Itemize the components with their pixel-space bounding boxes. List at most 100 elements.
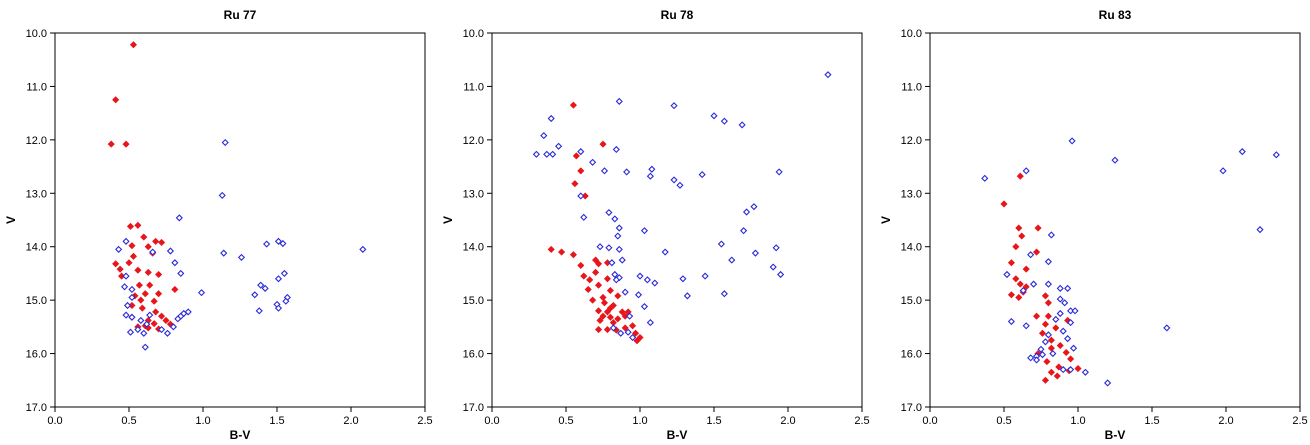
field-star-point [274, 237, 283, 245]
member-star-point [125, 259, 133, 267]
field-star-point [1256, 226, 1264, 234]
x-tick-label: 1.5 [706, 415, 721, 427]
field-star-point [1056, 284, 1064, 292]
field-star-point [623, 168, 631, 176]
member-star-point [144, 243, 152, 251]
field-star-point [1238, 148, 1246, 156]
field-star-point [577, 192, 585, 200]
field-star-point [1052, 315, 1060, 323]
field-star-point [279, 239, 287, 248]
x-tick-label: 2.0 [343, 415, 358, 427]
field-star-point [175, 214, 183, 222]
y-tick-label: 11.0 [901, 81, 922, 93]
field-star-point [555, 142, 563, 150]
y-tick-label: 10.0 [26, 28, 47, 40]
y-tick-label: 15.0 [901, 295, 922, 307]
field-star-point [1041, 338, 1050, 346]
member-star-point [596, 316, 604, 325]
member-star-point [129, 41, 138, 49]
field-star-point [640, 227, 649, 235]
member-star-point [1041, 376, 1050, 384]
member-star-point [1015, 293, 1023, 302]
member-star-point [128, 241, 136, 250]
member-star-point [1047, 368, 1056, 376]
x-tick-label: 2.0 [780, 415, 795, 427]
y-tick-label: 13.0 [901, 188, 922, 200]
y-tick-label: 17.0 [901, 402, 922, 414]
plot-area [929, 32, 1301, 408]
field-star-point [615, 274, 623, 282]
field-star-point [636, 272, 644, 280]
member-star-point [1047, 336, 1056, 344]
x-tick-label: 2.5 [417, 415, 432, 427]
field-star-point [1056, 295, 1064, 303]
field-star-point [1022, 167, 1030, 175]
field-star-point [177, 269, 185, 278]
field-star-point [1007, 317, 1015, 326]
member-star-point [122, 140, 130, 148]
x-axis-label: B-V [1105, 428, 1126, 442]
member-star-point [138, 304, 146, 312]
member-star-point [569, 251, 578, 259]
member-star-point [1000, 200, 1008, 208]
field-star-point [634, 291, 643, 299]
member-star-point [1007, 259, 1016, 267]
chart-title: Ru 83 [1099, 8, 1132, 22]
field-star-point [1027, 251, 1035, 259]
member-star-point [606, 313, 615, 321]
field-star-point [123, 301, 132, 310]
x-tick-label: 2.5 [1292, 415, 1307, 427]
field-star-point [605, 244, 613, 252]
member-star-point [1066, 355, 1075, 363]
member-star-point [1016, 172, 1024, 180]
x-tick-label: 0.0 [484, 415, 499, 427]
member-star-point [1056, 341, 1064, 350]
field-star-point [775, 168, 783, 176]
y-axis-label: V [441, 216, 455, 224]
member-star-point [633, 337, 641, 345]
field-star-point [614, 232, 622, 240]
y-tick-label: 14.0 [901, 242, 922, 254]
chart-svg-ru78: Ru 78 10.0 11.0 12.0 13.0 14.0 15.0 16.0 17.00.0… [441, 8, 870, 442]
y-tick-label: 17.0 [463, 402, 484, 414]
field-star-point [720, 117, 728, 125]
field-star-point [1067, 366, 1075, 374]
x-tick-label: 2.0 [1218, 415, 1233, 427]
x-tick-label: 1.0 [632, 415, 647, 427]
field-star-point [143, 320, 151, 328]
x-tick-label: 0.0 [47, 415, 62, 427]
field-star-point [611, 270, 619, 279]
member-star-point [1016, 280, 1024, 288]
field-star-point [720, 290, 728, 298]
field-star-point [146, 311, 154, 319]
field-star-point [609, 324, 617, 332]
field-star-point [740, 227, 748, 235]
field-star-point [149, 248, 157, 256]
y-tick-label: 11.0 [463, 81, 484, 93]
field-star-point [772, 244, 780, 252]
y-axis-label: V [879, 216, 893, 224]
member-star-point [162, 316, 170, 325]
member-star-point [1053, 372, 1061, 380]
field-star-point [115, 245, 123, 253]
field-star-point [629, 333, 637, 342]
y-tick-label: 13.0 [26, 188, 47, 200]
field-star-point [624, 328, 632, 336]
member-star-point [586, 276, 594, 284]
member-star-point [126, 222, 135, 231]
y-tick-label: 15.0 [26, 295, 47, 307]
y-tick-label: 12.0 [463, 135, 484, 147]
field-star-point [1047, 231, 1055, 239]
member-star-point [1022, 265, 1030, 273]
member-star-point [569, 101, 578, 109]
member-star-point [141, 290, 149, 298]
member-star-point [547, 245, 555, 254]
member-star-point [603, 275, 612, 283]
member-star-point [1018, 232, 1026, 240]
member-star-point [157, 238, 166, 247]
field-star-point [174, 315, 182, 323]
x-tick-label: 2.5 [854, 415, 869, 427]
field-star-point [221, 138, 229, 147]
x-tick-label: 0.0 [922, 415, 937, 427]
field-star-point [1044, 331, 1052, 339]
